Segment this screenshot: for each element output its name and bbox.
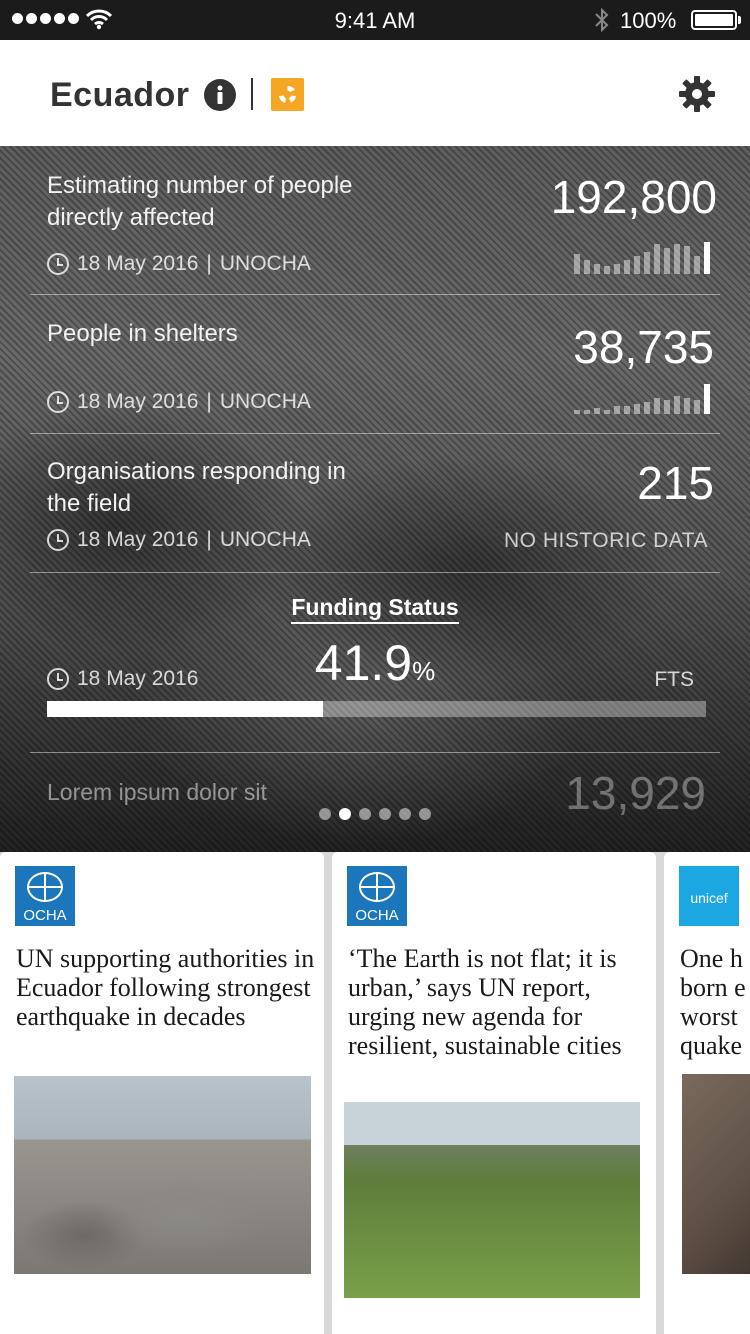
stat-row-shelters[interactable]: People in shelters 38,735 18 May 2016 | …: [30, 318, 720, 428]
page-title: Ecuador: [50, 76, 190, 114]
ocha-logo: OCHA: [347, 866, 407, 926]
status-bar: 9:41 AM 100%: [0, 0, 750, 40]
page-dot[interactable]: [359, 808, 371, 820]
stat-meta: 18 May 2016 | UNOCHA: [47, 252, 311, 276]
sparkline: [574, 242, 710, 274]
row-divider: [30, 433, 720, 434]
header-divider: [251, 78, 253, 110]
clock-icon: [47, 391, 69, 413]
meta-divider: |: [206, 390, 212, 413]
row-divider: [30, 752, 720, 753]
stat-value: 13,929: [565, 767, 706, 819]
percent-sign: %: [412, 656, 436, 686]
stat-value: 38,735: [573, 321, 714, 373]
signal-icon: [12, 13, 79, 24]
stat-label: Organisations responding in the field: [47, 458, 346, 517]
news-headline: ‘The Earth is not flat; it is urban,’ sa…: [348, 944, 622, 1060]
news-headline: One h born e worst quake: [680, 944, 746, 1060]
funding-progress-fill: [47, 701, 324, 717]
org-name: unicef: [690, 890, 728, 906]
meta-divider: |: [206, 528, 212, 551]
stat-row-affected[interactable]: Estimating number of people directly aff…: [30, 170, 720, 295]
stat-label: People in shelters: [47, 320, 238, 347]
clock-icon: [47, 253, 69, 275]
stat-value: 192,800: [550, 171, 717, 223]
un-emblem-icon: [27, 872, 63, 902]
app-header: Ecuador: [0, 40, 750, 146]
ocha-logo: OCHA: [15, 866, 75, 926]
funding-progress-bar: [47, 701, 706, 717]
unicef-logo: unicef: [679, 866, 739, 926]
news-photo: [682, 1074, 750, 1274]
stat-meta: 18 May 2016 | UNOCHA: [47, 390, 311, 414]
stat-value: 215: [637, 457, 714, 509]
row-divider: [30, 572, 720, 573]
page-dot[interactable]: [379, 808, 391, 820]
org-name: OCHA: [23, 907, 67, 924]
battery-tip: [738, 16, 741, 24]
clock-icon: [47, 529, 69, 551]
news-headline: UN supporting authorities in Ecuador fol…: [16, 944, 315, 1031]
stat-source: UNOCHA: [219, 252, 311, 275]
stat-source: UNOCHA: [219, 390, 311, 413]
stat-row-organisations[interactable]: Organisations responding in the field 21…: [30, 456, 720, 576]
sparkline: [574, 382, 710, 414]
page-dot[interactable]: [419, 808, 431, 820]
news-card[interactable]: OCHA ‘The Earth is not flat; it is urban…: [332, 852, 656, 1334]
stat-date: 18 May 2016: [77, 528, 199, 551]
funding-meta: 18 May 2016: [47, 667, 198, 691]
crisis-type-icon[interactable]: [271, 78, 304, 111]
un-emblem-icon: [359, 872, 395, 902]
funding-percent-value: 41.9: [314, 635, 413, 691]
settings-gear-icon[interactable]: [678, 75, 716, 113]
funding-date: 18 May 2016: [77, 667, 199, 690]
battery-percent: 100%: [620, 8, 677, 33]
news-card[interactable]: unicef One h born e worst quake: [664, 852, 750, 1334]
stat-meta: 18 May 2016 | UNOCHA: [47, 528, 311, 552]
funding-status-link[interactable]: Funding Status: [0, 594, 750, 624]
funding-title[interactable]: Funding Status: [291, 594, 459, 624]
clock-icon: [47, 668, 69, 690]
key-figures-panel[interactable]: Estimating number of people directly aff…: [0, 146, 750, 852]
stat-date: 18 May 2016: [77, 252, 199, 275]
stat-source: UNOCHA: [219, 528, 311, 551]
stat-date: 18 May 2016: [77, 390, 199, 413]
row-divider: [30, 294, 720, 295]
org-name: OCHA: [355, 907, 399, 924]
no-historic-data-note: NO HISTORIC DATA: [503, 529, 708, 552]
stat-label: Estimating number of people directly aff…: [47, 172, 353, 231]
news-photo-rubble: [14, 1076, 311, 1274]
page-dot[interactable]: [319, 808, 331, 820]
wifi-icon: [86, 9, 112, 30]
page-dot[interactable]: [339, 808, 351, 820]
funding-percent: 41.9%: [0, 634, 750, 692]
bluetooth-icon: [595, 7, 609, 33]
meta-divider: |: [206, 252, 212, 275]
status-time: 9:41 AM: [334, 8, 416, 33]
battery-icon: [691, 10, 737, 30]
funding-source: FTS: [654, 668, 694, 691]
info-icon[interactable]: [204, 79, 236, 111]
news-carousel[interactable]: OCHA UN supporting authorities in Ecuado…: [0, 852, 750, 1334]
news-photo-park: [344, 1102, 640, 1298]
stat-label: Lorem ipsum dolor sit: [47, 779, 267, 805]
page-indicator[interactable]: [0, 808, 750, 820]
news-card[interactable]: OCHA UN supporting authorities in Ecuado…: [0, 852, 324, 1334]
page-dot[interactable]: [399, 808, 411, 820]
